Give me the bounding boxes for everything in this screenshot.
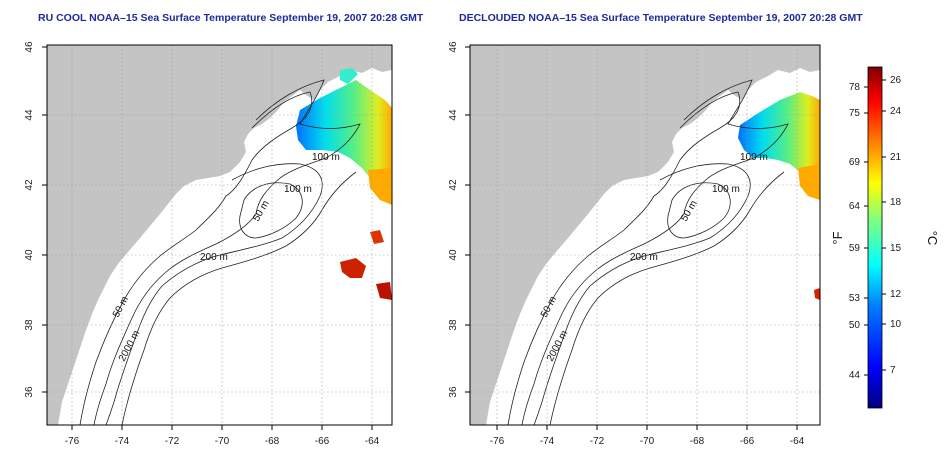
lat-axis bbox=[42, 46, 47, 393]
celsius-ticks bbox=[882, 79, 886, 371]
celsius-tick-label: 12 bbox=[890, 289, 902, 300]
fahrenheit-tick-label: 44 bbox=[849, 370, 861, 381]
lon-tick-label: -74 bbox=[540, 436, 555, 447]
celsius-unit-label: °C bbox=[925, 231, 940, 246]
celsius-tick-label: 10 bbox=[890, 319, 902, 330]
fahrenheit-tick-label: 59 bbox=[849, 243, 861, 254]
contour-label: 100 m bbox=[712, 184, 740, 195]
lon-tick-label: -66 bbox=[315, 436, 330, 447]
celsius-tick-label: 7 bbox=[890, 365, 896, 376]
lon-tick-label: -72 bbox=[590, 436, 605, 447]
contour-50m bbox=[507, 91, 741, 425]
lat-tick-label: 44 bbox=[24, 109, 35, 121]
contour-50m bbox=[79, 91, 313, 425]
lon-tick-label: -76 bbox=[490, 436, 505, 447]
lon-tick-label: -64 bbox=[790, 436, 805, 447]
fahrenheit-tick-label: 78 bbox=[849, 82, 861, 93]
fahrenheit-tick-label: 75 bbox=[849, 108, 861, 119]
map-frame bbox=[46, 44, 393, 426]
lon-tick-label: -72 bbox=[165, 436, 180, 447]
land-canada bbox=[335, 45, 392, 64]
lon-tick-label: -66 bbox=[740, 436, 755, 447]
celsius-tick-label: 15 bbox=[890, 243, 902, 254]
lat-tick-label: 38 bbox=[24, 319, 35, 331]
lon-tick-label: -74 bbox=[115, 436, 130, 447]
sst-patch bbox=[340, 68, 358, 84]
celsius-tick-label: 26 bbox=[890, 75, 902, 86]
sst-warm-patch bbox=[368, 168, 392, 205]
contour-2000m bbox=[549, 171, 785, 425]
land-mass bbox=[47, 45, 392, 425]
lon-axis bbox=[71, 425, 373, 430]
lat-tick-label: 36 bbox=[24, 386, 35, 398]
fahrenheit-tick-label: 64 bbox=[849, 201, 861, 212]
map-grid bbox=[470, 45, 820, 425]
lat-axis bbox=[465, 46, 470, 393]
lon-tick-label: -70 bbox=[215, 436, 230, 447]
right-panel-title: DECLOUDED NOAA–15 Sea Surface Temperatur… bbox=[459, 12, 863, 24]
contour-label: 100 m bbox=[312, 152, 340, 163]
contour-georges-bank bbox=[239, 182, 303, 239]
lat-tick-label: 36 bbox=[448, 386, 459, 398]
contour-200m bbox=[105, 163, 323, 425]
lon-tick-label: -76 bbox=[65, 436, 80, 447]
celsius-tick-label: 18 bbox=[890, 197, 902, 208]
colorbar-gradient bbox=[867, 66, 883, 409]
fahrenheit-tick-label: 69 bbox=[849, 157, 861, 168]
land-mass bbox=[470, 45, 820, 425]
lon-tick-label: -68 bbox=[690, 436, 705, 447]
left-panel-title: RU COOL NOAA–15 Sea Surface Temperature … bbox=[38, 12, 424, 24]
contour-label: 100 m bbox=[284, 184, 312, 195]
sst-red-patch-2 bbox=[376, 282, 392, 300]
lat-tick-label: 40 bbox=[448, 249, 459, 261]
lat-tick-label: 42 bbox=[448, 179, 459, 191]
sst-warm-patch bbox=[798, 164, 820, 200]
fahrenheit-tick-label: 53 bbox=[849, 293, 861, 304]
fahrenheit-tick-label: 50 bbox=[849, 320, 861, 331]
lon-axis bbox=[496, 425, 798, 430]
lat-tick-label: 40 bbox=[24, 249, 35, 261]
lat-tick-label: 44 bbox=[448, 109, 459, 121]
lat-tick-label: 46 bbox=[448, 41, 459, 53]
temperature-colorbar: 78 75 69 64 59 53 50 44 26 24 21 18 15 1… bbox=[830, 66, 940, 409]
sst-small-patch bbox=[814, 288, 820, 300]
contour-200m bbox=[533, 163, 751, 425]
celsius-tick-label: 21 bbox=[890, 152, 902, 163]
celsius-tick-label: 24 bbox=[890, 106, 902, 117]
lon-tick-label: -70 bbox=[640, 436, 655, 447]
contour-label: 200 m bbox=[630, 252, 658, 263]
contour-100m bbox=[93, 79, 361, 425]
map-grid bbox=[47, 45, 392, 425]
contour-100m bbox=[521, 79, 789, 425]
sst-red-patch-1 bbox=[340, 258, 366, 278]
contour-label: 200 m bbox=[200, 252, 228, 263]
lat-tick-label: 38 bbox=[448, 319, 459, 331]
fahrenheit-unit-label: °F bbox=[830, 231, 845, 244]
contour-georges-bank bbox=[667, 182, 731, 239]
right-map-panel: 100 m 100 m 50 m 200 m 50 m 2000 m 46 44… bbox=[448, 41, 821, 447]
map-frame bbox=[469, 44, 821, 426]
sst-red-patch-3 bbox=[370, 230, 384, 244]
lat-tick-label: 42 bbox=[24, 179, 35, 191]
left-map-panel: 100 m 100 m 50 m 200 m 50 m 2000 m 46 44… bbox=[24, 41, 393, 447]
lat-tick-label: 46 bbox=[24, 41, 35, 53]
fahrenheit-ticks bbox=[864, 86, 868, 376]
lon-tick-label: -64 bbox=[365, 436, 380, 447]
lon-tick-label: -68 bbox=[265, 436, 280, 447]
contour-label: 100 m bbox=[740, 152, 768, 163]
